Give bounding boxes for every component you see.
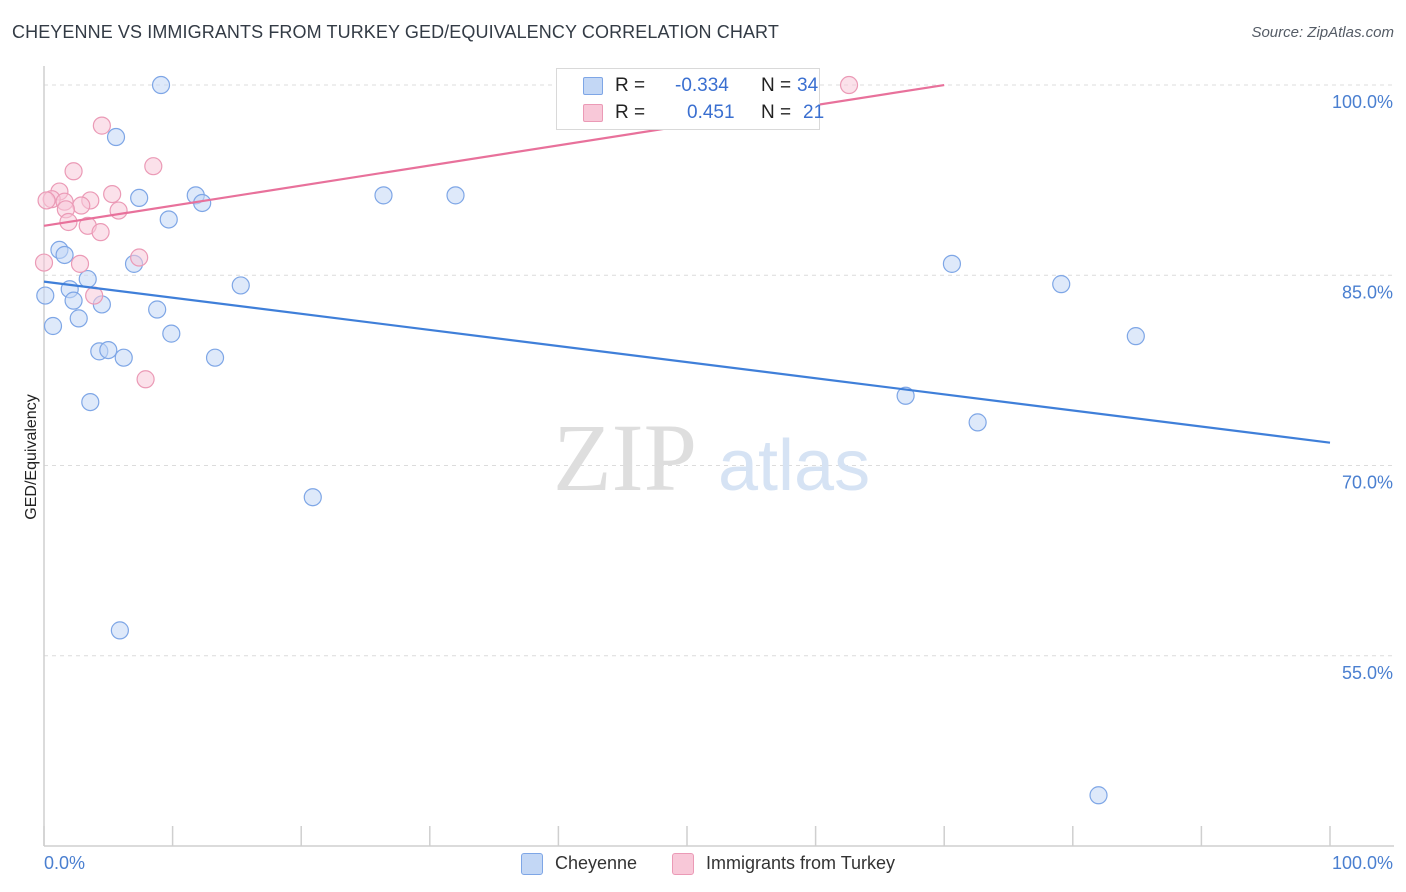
point-cheyenne	[99, 340, 118, 360]
point-cheyenne	[64, 291, 83, 310]
point-cheyenne	[446, 186, 465, 205]
point-cheyenne	[43, 316, 63, 336]
point-turkey	[109, 201, 128, 220]
y-tick-label: 100.0%	[1332, 92, 1393, 112]
point-cheyenne	[106, 127, 126, 147]
legend-r-label: R =	[615, 102, 646, 123]
trend-line-cheyenne	[43, 280, 1331, 444]
tick-labels: 55.0% 70.0% 85.0% 100.0% 0.0% 100.0%	[44, 92, 1393, 873]
point-cheyenne	[303, 488, 322, 507]
y-axis-title: GED/Equivalency	[23, 394, 40, 519]
bottom-legend-label-cheyenne: Cheyenne	[555, 853, 638, 873]
legend-n-label: N =	[761, 102, 792, 123]
y-tick-label: 55.0%	[1342, 663, 1393, 683]
legend-n-value: 34	[797, 75, 819, 96]
point-cheyenne	[1089, 786, 1108, 805]
point-cheyenne	[148, 300, 167, 319]
legend-swatch-turkey	[583, 104, 603, 122]
point-turkey	[144, 157, 163, 176]
point-cheyenne	[81, 392, 100, 412]
bottom-legend-swatch-cheyenne	[521, 853, 543, 875]
source-label: Source: ZipAtlas.com	[1251, 24, 1394, 41]
point-cheyenne	[374, 186, 393, 205]
watermark-zip: ZIP	[553, 404, 697, 511]
point-turkey	[839, 75, 859, 95]
trend-lines	[43, 83, 1331, 444]
point-cheyenne	[110, 621, 129, 640]
x-tick-label: 100.0%	[1332, 853, 1393, 873]
point-cheyenne	[151, 75, 171, 95]
point-turkey	[37, 191, 56, 210]
point-cheyenne	[205, 348, 225, 367]
point-turkey	[64, 162, 83, 181]
point-cheyenne	[162, 324, 181, 343]
point-cheyenne	[1126, 327, 1145, 346]
point-turkey	[136, 370, 155, 389]
point-cheyenne	[231, 276, 250, 295]
watermark-atlas: atlas	[718, 426, 870, 506]
chart-title: CHEYENNE VS IMMIGRANTS FROM TURKEY GED/E…	[12, 22, 779, 42]
legend-r-value: -0.334	[675, 75, 729, 96]
legend-r-label: R =	[615, 75, 646, 96]
correlation-legend: R = -0.334 N = 34 R = 0.451 N = 21	[556, 68, 824, 130]
y-tick-label: 85.0%	[1342, 282, 1393, 302]
point-turkey	[34, 253, 54, 272]
point-cheyenne	[55, 245, 74, 265]
y-tick-label: 70.0%	[1342, 473, 1393, 493]
data-points	[34, 75, 1145, 805]
point-cheyenne	[942, 254, 962, 273]
point-turkey	[103, 184, 122, 204]
point-cheyenne	[1052, 275, 1071, 294]
point-cheyenne	[36, 286, 55, 305]
bottom-legend-swatch-turkey	[672, 853, 694, 875]
point-turkey	[130, 248, 149, 267]
point-cheyenne	[896, 386, 915, 405]
point-cheyenne	[114, 348, 133, 367]
point-turkey	[70, 254, 90, 273]
legend-n-value: 21	[803, 102, 825, 123]
point-cheyenne	[159, 210, 178, 229]
point-cheyenne	[130, 188, 149, 208]
legend-swatch-cheyenne	[583, 77, 603, 95]
bottom-legend-label-turkey: Immigrants from Turkey	[706, 853, 896, 873]
gridlines	[44, 84, 1394, 657]
point-cheyenne	[78, 269, 97, 289]
point-turkey	[91, 223, 110, 242]
legend-n-label: N =	[761, 75, 792, 96]
legend-r-value: 0.451	[687, 102, 735, 123]
point-cheyenne	[968, 413, 987, 432]
point-cheyenne	[69, 309, 88, 328]
point-turkey	[92, 116, 111, 135]
x-tick-label: 0.0%	[44, 853, 85, 873]
point-turkey	[72, 196, 91, 215]
